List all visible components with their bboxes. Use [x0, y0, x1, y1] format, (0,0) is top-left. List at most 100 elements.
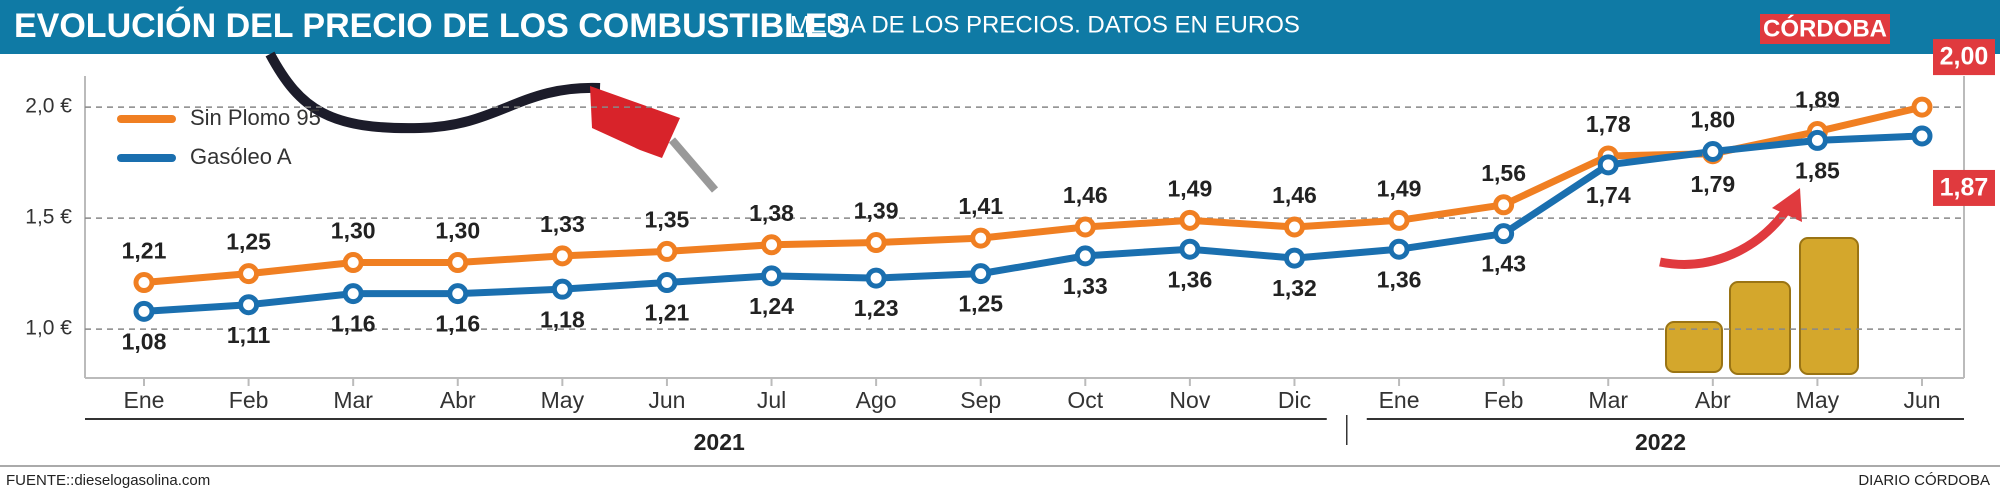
- point: [1283, 247, 1305, 269]
- x-tick-label: Jul: [757, 387, 786, 413]
- title: EVOLUCIÓN DEL PRECIO DE LOS COMBUSTIBLES: [14, 7, 850, 45]
- point: [865, 267, 887, 289]
- point: [656, 272, 678, 294]
- point: [342, 252, 364, 274]
- group-label: 2022: [1635, 429, 1686, 455]
- value-label: 1,80: [1690, 107, 1735, 133]
- value-label: 1,30: [435, 218, 480, 244]
- point: [1493, 223, 1515, 245]
- x-tick-label: Abr: [1695, 387, 1731, 413]
- value-label: 1,33: [1063, 273, 1108, 299]
- arrow-head: [1772, 188, 1802, 222]
- x-tick-label: Ene: [1379, 387, 1420, 413]
- value-label: 1,38: [749, 200, 794, 226]
- point: [1179, 238, 1201, 260]
- point: [1074, 245, 1096, 267]
- header-bar: [0, 0, 2000, 54]
- value-label: 1,21: [122, 238, 167, 264]
- series-line: [143, 132, 1923, 315]
- x-tick-label: Jun: [648, 387, 685, 413]
- value-label: 1,74: [1586, 182, 1631, 208]
- value-label: 1,16: [435, 311, 480, 337]
- value-label: 2,00: [1940, 43, 1989, 71]
- value-label: 1,16: [331, 311, 376, 337]
- point: [551, 245, 573, 267]
- point: [1283, 216, 1305, 238]
- point: [133, 272, 155, 294]
- point: [1493, 194, 1515, 216]
- value-label: 1,78: [1586, 111, 1631, 137]
- value-label: 1,25: [226, 229, 271, 255]
- point: [1702, 141, 1724, 162]
- x-tick-label: Abr: [440, 387, 476, 413]
- point: [238, 263, 260, 285]
- value-label: 1,18: [540, 306, 585, 332]
- point: [342, 283, 364, 305]
- value-label: 1,46: [1063, 182, 1108, 208]
- value-label: 1,39: [854, 198, 899, 224]
- point: [970, 227, 992, 249]
- hose: [265, 51, 601, 134]
- point: [1806, 129, 1828, 151]
- point: [1388, 238, 1410, 260]
- value-label: 1,41: [958, 193, 1003, 219]
- value-label: 1,08: [122, 328, 167, 354]
- point: [447, 252, 469, 274]
- y-tick-label: 2,0 €: [25, 95, 72, 118]
- value-label: 1,11: [227, 322, 271, 348]
- value-label: 1,24: [749, 293, 794, 319]
- point: [133, 300, 155, 322]
- point: [970, 263, 992, 285]
- coins: [1665, 237, 1859, 375]
- value-label: 1,36: [1167, 266, 1212, 292]
- arrow: [1659, 202, 1794, 269]
- series-line: [143, 103, 1923, 287]
- x-tick-label: Mar: [333, 387, 373, 413]
- value-label: 1,46: [1272, 182, 1317, 208]
- point: [447, 283, 469, 305]
- x-tick-label: Jun: [1903, 387, 1940, 413]
- value-label: 1,56: [1481, 160, 1526, 186]
- x-tick-label: Mar: [1588, 387, 1628, 413]
- value-label: 1,35: [645, 207, 690, 233]
- point: [1388, 209, 1410, 231]
- group-label: 2021: [694, 429, 745, 455]
- x-tick-label: May: [541, 387, 585, 413]
- point: [1911, 96, 1933, 118]
- point: [1074, 216, 1096, 238]
- value-label: 1,79: [1690, 171, 1735, 197]
- x-tick-label: Oct: [1067, 387, 1103, 413]
- value-label: 1,43: [1481, 251, 1526, 277]
- x-tick-label: Nov: [1169, 387, 1210, 413]
- point: [865, 232, 887, 254]
- x-tick-label: Feb: [229, 387, 269, 413]
- point: [1597, 154, 1619, 176]
- brand: CÓRDOBA: [1763, 14, 1887, 42]
- value-label: 1,89: [1795, 87, 1840, 113]
- legend-label: Sin Plomo 95: [190, 105, 321, 130]
- value-label-box: [1933, 169, 1995, 206]
- value-label: 1,85: [1795, 157, 1840, 183]
- y-tick-label: 1,5 €: [25, 206, 72, 229]
- publisher: DIARIO CÓRDOBA: [1858, 472, 1990, 489]
- x-tick-label: Ene: [124, 387, 165, 413]
- value-label: 1,87: [1940, 174, 1989, 202]
- subtitle: MEDIA DE LOS PRECIOS. DATOS EN EUROS: [790, 11, 1300, 38]
- value-label: 1,36: [1377, 266, 1422, 292]
- x-tick-label: Sep: [960, 387, 1001, 413]
- value-label: 1,25: [958, 291, 1003, 317]
- point: [238, 294, 260, 316]
- point: [761, 265, 783, 287]
- value-label: 1,32: [1272, 275, 1317, 301]
- nozzle: [590, 86, 680, 158]
- legend-label: Gasóleo A: [190, 144, 292, 169]
- x-tick-label: May: [1796, 387, 1840, 413]
- value-label: 1,33: [540, 211, 585, 237]
- point: [761, 234, 783, 256]
- point: [656, 240, 678, 262]
- source: FUENTE::dieselogasolina.com: [6, 472, 210, 489]
- value-label: 1,21: [645, 300, 690, 326]
- x-tick-label: Ago: [856, 387, 897, 413]
- value-label: 1,49: [1167, 175, 1212, 201]
